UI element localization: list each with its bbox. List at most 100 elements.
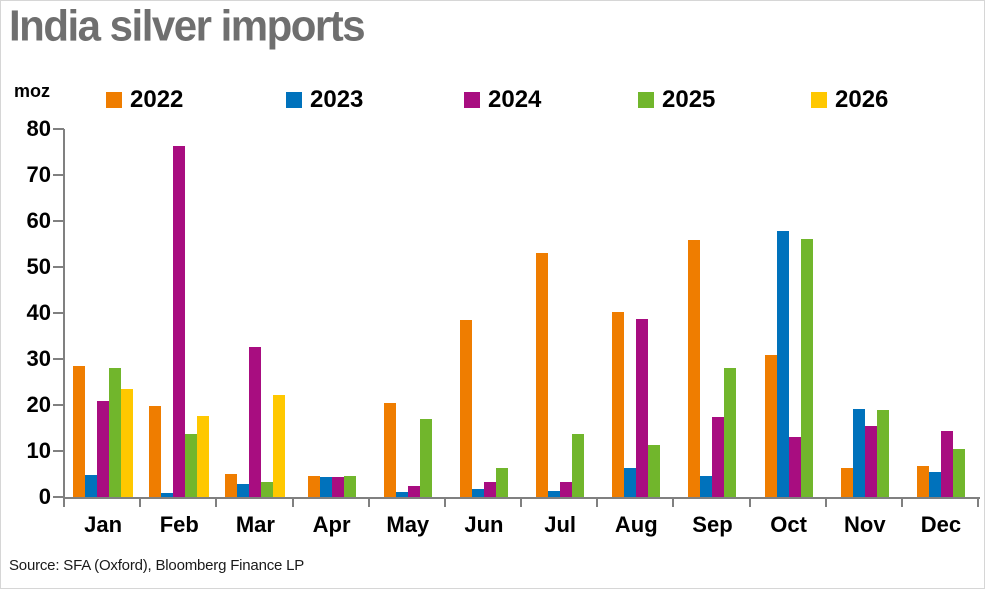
x-axis-tick — [520, 499, 522, 507]
y-axis-tick-label: 30 — [26, 346, 51, 371]
x-axis-tick — [977, 499, 979, 507]
x-axis-label-jun: Jun — [464, 512, 504, 537]
x-axis-label-dec: Dec — [920, 512, 962, 537]
bar-2025-mar — [261, 481, 274, 497]
bar-2022-sep — [688, 240, 701, 497]
y-axis-line — [63, 129, 65, 499]
bar-2023-apr — [319, 476, 332, 497]
x-axis-tick — [139, 499, 142, 507]
bar-2023-feb — [161, 493, 174, 497]
x-axis-line — [63, 497, 980, 499]
x-axis-tick — [291, 499, 294, 507]
bar-2022-jul — [536, 253, 549, 497]
legend-swatch-2026 — [811, 92, 827, 108]
legend-item-2025: 2025 — [638, 88, 715, 112]
bar-2022-mar — [225, 474, 238, 497]
legend-label: 2026 — [835, 86, 889, 113]
x-axis-label-nov: Nov — [844, 512, 886, 537]
bar-group-jun — [446, 129, 522, 497]
bar-2025-jan — [109, 367, 122, 497]
y-axis-tick — [53, 128, 64, 130]
bar-2024-aug — [636, 318, 649, 497]
x-axis-tick — [672, 499, 675, 507]
legend-label: 2022 — [130, 86, 184, 113]
bar-2026-mar — [273, 394, 286, 497]
x-axis-labels: Jan Feb Mar Apr May Jun Jul Aug Sep Oct Nov Dec — [65, 511, 979, 539]
bar-2023-jun — [471, 488, 484, 497]
x-axis-tick — [63, 499, 65, 507]
y-axis-tick — [53, 358, 64, 360]
y-axis-tick — [53, 220, 64, 222]
bar-2022-nov — [840, 468, 853, 497]
bar-group-dec — [903, 129, 979, 497]
y-axis-tick — [53, 312, 64, 314]
bar-2023-nov — [852, 408, 865, 497]
bar-2022-oct — [764, 355, 777, 497]
x-axis-label-sep: Sep — [692, 512, 733, 537]
bar-group-jan — [65, 129, 141, 497]
bar-2024-sep — [712, 417, 725, 497]
y-axis-tick-label: 50 — [26, 254, 51, 279]
bar-2023-may — [395, 492, 408, 497]
y-axis-tick-label: 70 — [26, 162, 51, 187]
y-axis-tick — [53, 404, 64, 406]
x-axis-label-oct: Oct — [770, 512, 807, 537]
bar-2026-jan — [121, 388, 134, 497]
bar-2022-jun — [459, 319, 472, 497]
bar-2025-dec — [952, 448, 965, 497]
bar-2025-sep — [724, 368, 737, 497]
bar-2024-oct — [788, 436, 801, 497]
bar-2025-aug — [648, 445, 661, 497]
bar-2022-aug — [612, 311, 625, 497]
x-axis-label-aug: Aug — [614, 512, 658, 537]
y-axis-tick — [53, 450, 64, 452]
y-axis-tick-label: 20 — [26, 392, 51, 417]
plot-area — [65, 129, 979, 497]
bar-group-sep — [674, 129, 750, 497]
x-axis-tick — [748, 499, 751, 507]
bar-2024-apr — [331, 477, 344, 497]
bar-group-oct — [751, 129, 827, 497]
bar-2025-oct — [800, 239, 813, 497]
legend-swatch-2022 — [106, 92, 122, 108]
source-note: Source: SFA (Oxford), Bloomberg Finance … — [9, 557, 305, 574]
bar-2025-jul — [572, 433, 585, 497]
bar-2022-jan — [73, 366, 86, 497]
x-axis-tick — [900, 499, 903, 507]
y-axis-tick — [53, 174, 64, 176]
bar-2023-oct — [776, 231, 789, 497]
x-axis-label-apr: Apr — [312, 512, 351, 537]
bar-2023-jan — [85, 475, 98, 497]
legend-item-2022: 2022 — [106, 88, 183, 112]
bar-group-nov — [827, 129, 903, 497]
bar-2025-nov — [876, 409, 889, 497]
legend-item-2023: 2023 — [286, 88, 363, 112]
x-axis-label-feb: Feb — [159, 512, 199, 537]
bar-group-aug — [598, 129, 674, 497]
y-axis-tick-label: 40 — [26, 300, 51, 325]
bar-2025-feb — [185, 433, 198, 497]
x-axis-tick — [596, 499, 599, 507]
bar-group-may — [370, 129, 446, 497]
bar-2024-may — [407, 485, 420, 497]
x-axis-tick — [215, 499, 218, 507]
x-axis-label-mar: Mar — [235, 512, 275, 537]
bar-group-apr — [294, 129, 370, 497]
legend-item-2026: 2026 — [811, 88, 888, 112]
bar-2023-mar — [237, 483, 250, 497]
x-axis-tick — [824, 499, 827, 507]
bar-2024-mar — [249, 346, 262, 497]
bar-2023-aug — [624, 467, 637, 497]
bar-2022-dec — [916, 465, 929, 497]
bar-2022-apr — [307, 475, 320, 497]
bar-2025-apr — [343, 475, 356, 497]
bar-2024-jan — [97, 400, 110, 497]
bar-2025-jun — [495, 468, 508, 497]
bar-2024-jul — [560, 481, 573, 497]
bar-2023-sep — [700, 475, 713, 497]
bar-2026-feb — [197, 415, 210, 497]
page-title: India silver imports — [9, 1, 366, 50]
y-axis-unit-label: moz — [14, 81, 50, 101]
bar-2023-dec — [928, 471, 941, 497]
